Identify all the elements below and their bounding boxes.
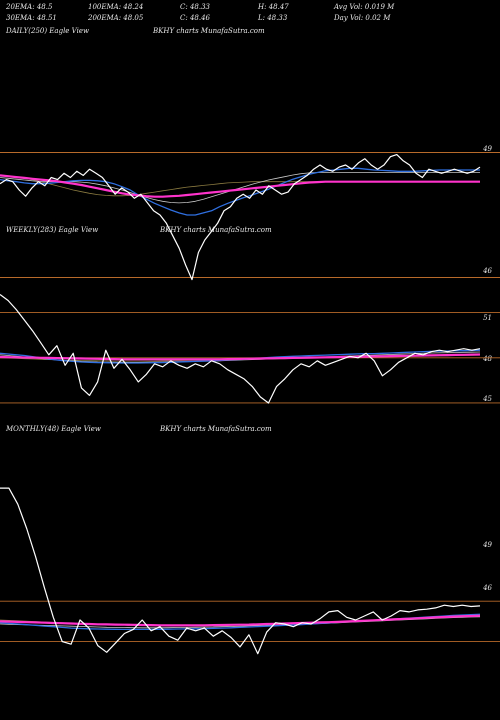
stat-avg-vol: Avg Vol: 0.019 M [334,3,395,11]
stat-200ema: 200EMA: 48.05 [88,14,144,22]
series-line-price-panel-1 [0,294,481,404]
daily-tick-46: 46 [483,267,492,275]
series-line-ema_long-panel-0 [0,175,480,197]
stat-100ema: 100EMA: 48.24 [88,3,144,11]
series-line-ema_longest-panel-1 [0,353,481,361]
monthly-panel-title: MONTHLY(48) Eagle View [6,425,101,433]
series-line-price-panel-0 [0,154,481,281]
monthly-tick-49: 49 [483,541,492,549]
stat-high: H: 48.47 [258,3,289,11]
series-line-ema_longest-panel-2 [0,614,481,627]
series-line-ema_mid-panel-0 [0,172,480,204]
stat-open: C: 48.33 [180,3,210,11]
monthly-tick-46: 46 [483,584,492,592]
daily-tick-49: 49 [483,145,492,153]
stat-20ema: 20EMA: 48.5 [6,3,53,11]
stat-close: C: 48.46 [180,14,210,22]
weekly-watermark: BKHY charts MunafaSutra.com [160,226,272,234]
series-line-ema_longest-panel-0 [0,174,480,198]
weekly-panel-title: WEEKLY(283) Eagle View [6,226,99,234]
stat-day-vol: Day Vol: 0.02 M [334,14,391,22]
weekly-tick-48: 48 [483,355,492,363]
stat-30ema: 30EMA: 48.51 [6,14,57,22]
weekly-tick-51: 51 [483,314,492,322]
daily-panel-title: DAILY(250) Eagle View [6,27,89,35]
series-line-ema_short-panel-2 [0,613,481,631]
series-line-ema_short-panel-0 [0,167,480,216]
series-line-price-panel-2 [0,487,481,655]
daily-watermark: BKHY charts MunafaSutra.com [153,27,265,35]
weekly-tick-45: 45 [483,395,492,403]
stat-low: L: 48.33 [258,14,288,22]
monthly-watermark: BKHY charts MunafaSutra.com [160,425,272,433]
